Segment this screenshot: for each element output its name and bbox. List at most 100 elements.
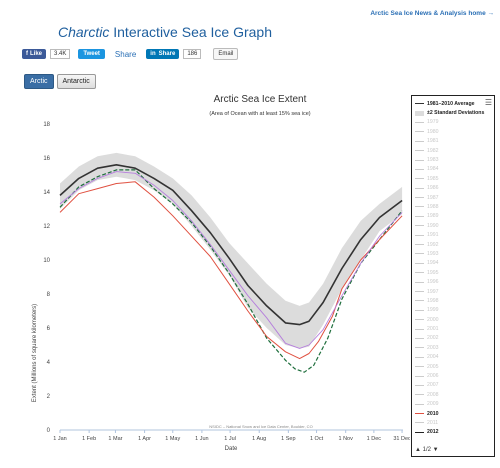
chart-legend: ☰ 1981–2010 Average ±2 Standard Deviation… [411,95,495,457]
legend-swatch [415,281,424,283]
legend-label: 1997 [427,288,439,295]
legend-item[interactable]: 2003 [415,343,494,352]
legend-swatch [415,140,424,142]
legend-swatch [415,394,424,396]
x-tick-label: 1 May [165,436,180,442]
email-button[interactable]: Email [213,48,239,60]
legend-label: 1984 [427,166,439,173]
legend-label: 1980 [427,128,439,135]
legend-swatch [415,215,424,217]
legend-item[interactable]: 1991 [415,230,494,239]
legend-item[interactable]: 2007 [415,381,494,390]
y-tick-label: 12 [43,224,50,230]
legend-label: 2001 [427,326,439,333]
y-tick-label: 14 [43,190,50,196]
legend-swatch [415,300,424,302]
legend-label: 1999 [427,307,439,314]
linkedin-share-label: Share [158,51,176,57]
legend-item[interactable]: 1997 [415,287,494,296]
legend-swatch [415,225,424,227]
legend-swatch [415,291,424,292]
facebook-like-button[interactable]: f Like [22,49,47,59]
x-tick-label: 1 Sep [281,436,295,442]
legend-swatch [415,262,424,264]
legend-item[interactable]: 1984 [415,165,494,174]
legend-item[interactable]: 2000 [415,315,494,324]
legend-label: 1995 [427,269,439,276]
region-tabs: Arctic Antarctic [24,74,96,89]
x-tick-label: 1 Dec [367,436,382,442]
legend-item[interactable]: 1990 [415,221,494,230]
series-line-1981-2010-average [59,164,403,326]
legend-label: 2006 [427,373,439,380]
legend-item[interactable]: 2011 [415,418,494,427]
legend-item[interactable]: 2004 [415,353,494,362]
legend-item[interactable]: 1994 [415,259,494,268]
share-link[interactable]: Share [114,49,137,59]
legend-item[interactable]: 2012 [415,428,494,437]
chart-subtitle: (Area of Ocean with at least 15% sea ice… [209,111,310,117]
x-tick-label: 1 Jul [224,436,236,442]
legend-item[interactable]: 1981 [415,137,494,146]
legend-item[interactable]: 2001 [415,324,494,333]
legend-swatch [415,431,424,433]
linkedin-share-count: 186 [183,49,202,59]
y-tick-label: 18 [43,122,50,128]
tab-antarctic[interactable]: Antarctic [56,74,96,89]
legend-swatch [415,356,424,358]
legend-label: 1991 [427,232,439,239]
tweet-button[interactable]: Tweet [78,49,105,59]
legend-swatch [415,384,424,386]
legend-swatch [415,206,424,208]
legend-item[interactable]: 1981–2010 Average [415,99,494,108]
legend-swatch [415,159,424,161]
legend-item[interactable]: 1992 [415,240,494,249]
legend-swatch [415,272,424,274]
legend-label: 1994 [427,260,439,267]
legend-item[interactable]: 1980 [415,127,494,136]
legend-item[interactable]: 1995 [415,268,494,277]
x-tick-label: 1 Feb [82,436,96,442]
legend-item[interactable]: 2010 [415,409,494,418]
legend-item[interactable]: 1982 [415,146,494,155]
legend-item[interactable]: 2002 [415,334,494,343]
legend-item[interactable]: 1989 [415,212,494,221]
legend-item[interactable]: 2005 [415,362,494,371]
legend-swatch [415,110,424,116]
legend-item[interactable]: 1988 [415,202,494,211]
legend-item[interactable]: 1983 [415,155,494,164]
legend-swatch [415,413,424,415]
legend-swatch [415,178,424,180]
y-tick-label: 16 [43,156,50,162]
legend-item[interactable]: ±2 Standard Deviations [415,108,494,117]
hamburger-menu-icon[interactable]: ☰ [484,98,492,107]
legend-swatch [415,347,424,349]
legend-label: 1990 [427,222,439,229]
y-tick-label: 0 [47,428,51,434]
legend-swatch [415,309,424,311]
legend-swatch [415,366,424,368]
legend-item[interactable]: 1987 [415,193,494,202]
legend-item[interactable]: 2006 [415,371,494,380]
legend-item[interactable]: 1993 [415,249,494,258]
legend-label: 2004 [427,354,439,361]
legend-item[interactable]: 1979 [415,118,494,127]
legend-label: 1981–2010 Average [427,100,475,107]
x-tick-label: 1 Jan [53,436,66,442]
legend-item[interactable]: 1996 [415,277,494,286]
legend-swatch [415,337,424,339]
news-home-link[interactable]: Arctic Sea Ice News & Analysis home → [370,10,494,17]
linkedin-share-button[interactable]: in Share [146,49,180,59]
tab-arctic[interactable]: Arctic [24,74,54,89]
legend-swatch [415,375,424,377]
legend-item[interactable]: 1985 [415,174,494,183]
legend-item[interactable]: 1986 [415,184,494,193]
legend-item[interactable]: 1998 [415,296,494,305]
legend-item[interactable]: 2009 [415,400,494,409]
legend-item[interactable]: 1999 [415,306,494,315]
legend-pager[interactable]: ▲ 1/2 ▼ [415,447,439,453]
legend-pager-label: 1/2 [422,447,431,453]
legend-item[interactable]: 2008 [415,390,494,399]
legend-label: 2012 [427,429,439,436]
chart-credit: NSIDC – National Snow and Ice Data Cente… [209,424,312,429]
